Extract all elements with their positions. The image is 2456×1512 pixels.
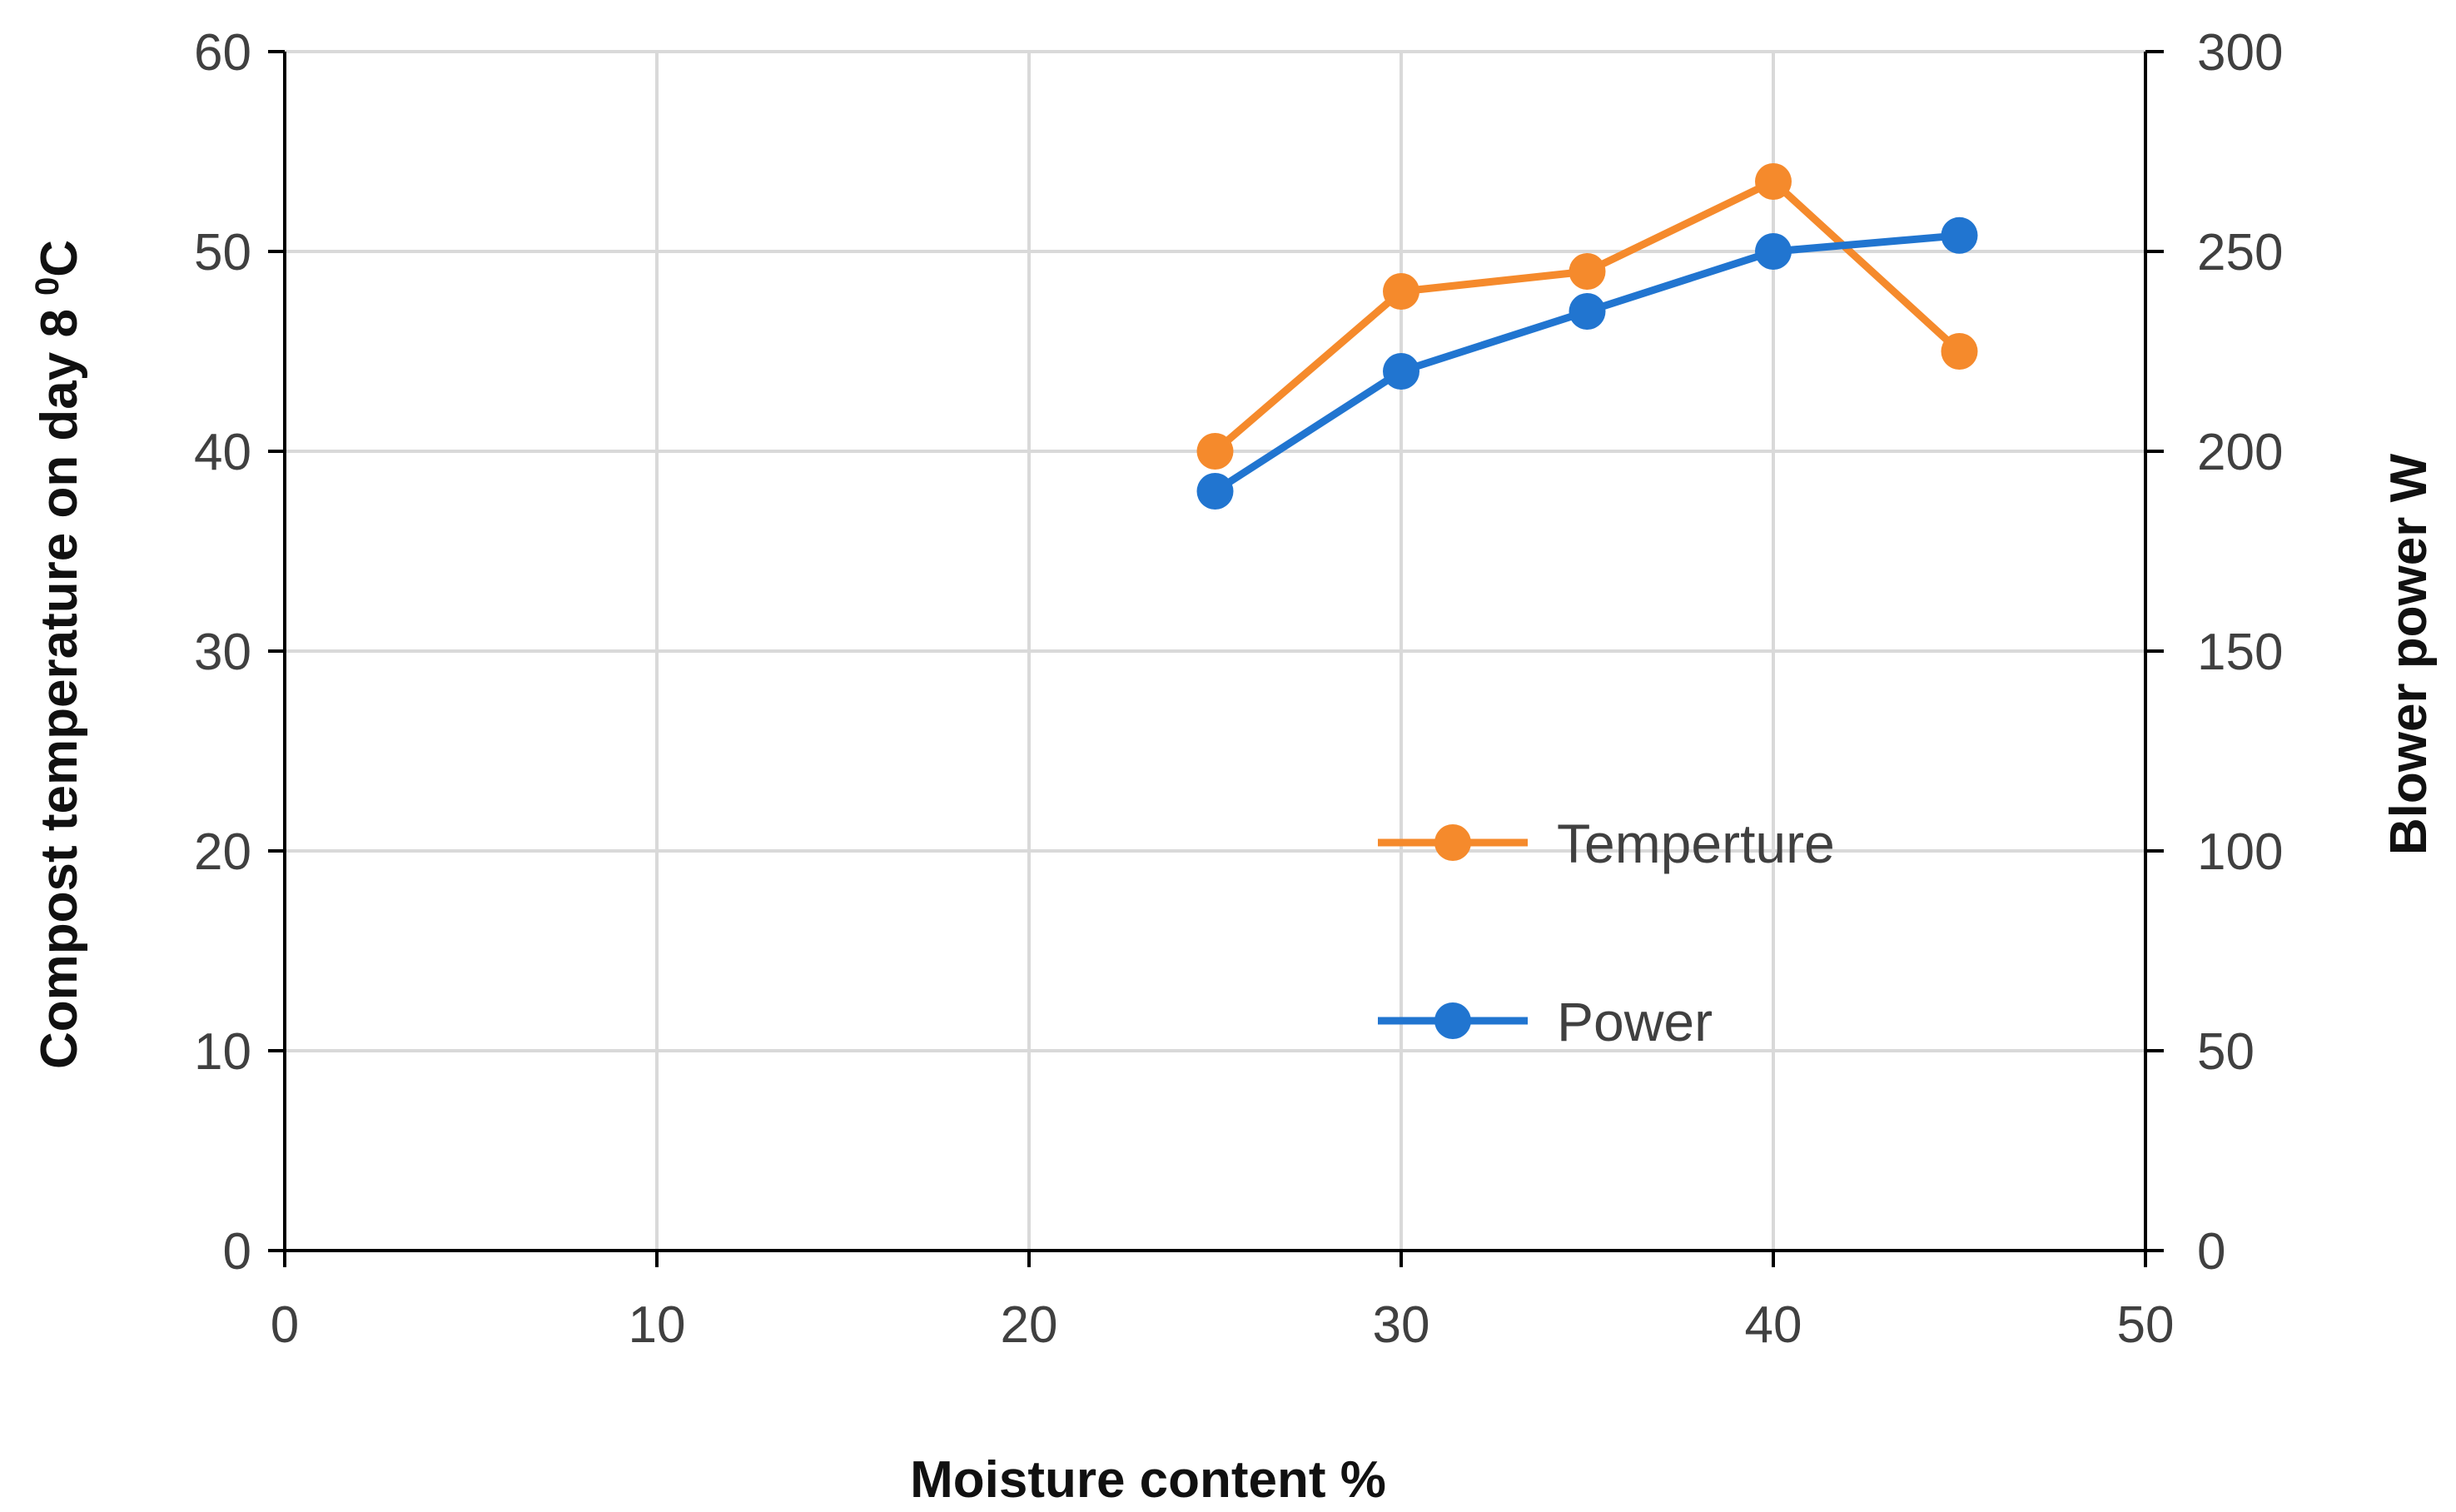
y2-tick-label: 250: [2197, 224, 2283, 281]
temperture-point: [1196, 433, 1234, 470]
x-tick-label: 50: [2117, 1296, 2175, 1354]
power-point: [1941, 216, 1978, 254]
power-point: [1383, 353, 1419, 390]
y-tick-label: 0: [223, 1223, 251, 1281]
x-tick-label: 0: [271, 1296, 299, 1354]
temperture-point: [1755, 163, 1792, 200]
axes: [268, 50, 2164, 1267]
y-axis-title: Compost temperature on day 8 0C: [29, 240, 88, 1069]
power-point: [1196, 473, 1234, 510]
y-tick-label: 50: [194, 224, 251, 281]
y2-tick-label: 150: [2197, 624, 2283, 681]
x-tick-label: 10: [629, 1296, 686, 1354]
y-axis-title-unit: C: [31, 240, 88, 277]
y-tick-label: 40: [194, 424, 251, 481]
y2-axis-title: Blower power W: [2380, 453, 2438, 855]
x-tick-label: 30: [1373, 1296, 1430, 1354]
tick-labels: 0 10 20 30 40 50 60 0 50 100 150 200 250 300 0 10 20 30 40…: [194, 24, 2283, 1354]
y2-tick-label: 200: [2197, 424, 2283, 481]
y-axis-title-main: Compost temperature on day 8: [31, 309, 88, 1069]
legend-temperture-label: Temperture: [1557, 813, 1835, 874]
gridlines: [285, 50, 2145, 1251]
y-tick-label: 20: [194, 823, 251, 881]
power-point: [1755, 233, 1792, 270]
y-tick-label: 30: [194, 624, 251, 681]
x-tick-label: 20: [1001, 1296, 1058, 1354]
y2-tick-label: 50: [2197, 1023, 2255, 1081]
power-point: [1569, 293, 1606, 330]
temperture-point: [1569, 253, 1606, 290]
y2-tick-label: 100: [2197, 823, 2283, 881]
legend: Temperture Power: [1378, 813, 1835, 1052]
legend-power-label: Power: [1557, 991, 1713, 1052]
legend-power-marker: [1434, 1002, 1471, 1039]
legend-temperture-marker: [1434, 824, 1471, 861]
x-axis-title: Moisture content %: [910, 1451, 1386, 1509]
temperture-point: [1941, 333, 1978, 370]
x-tick-label: 40: [1745, 1296, 1802, 1354]
y2-tick-label: 300: [2197, 24, 2283, 82]
temperture-point: [1383, 273, 1419, 310]
y2-tick-label: 0: [2197, 1223, 2225, 1281]
y-tick-label: 60: [194, 24, 251, 82]
y-axis-title-sup: 0: [29, 277, 66, 296]
series-layer: [1196, 163, 1978, 510]
y-tick-label: 10: [194, 1023, 251, 1081]
